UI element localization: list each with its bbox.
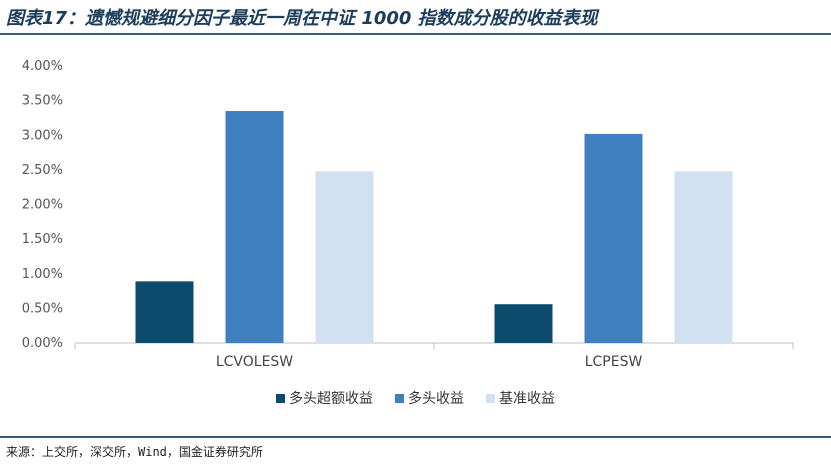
bar bbox=[584, 133, 643, 343]
source-rule bbox=[0, 436, 831, 438]
y-tick-label: 3.50% bbox=[22, 94, 63, 109]
bar bbox=[494, 304, 553, 343]
source-note: 来源：上交所，深交所，Wind，国金证券研究所 bbox=[6, 445, 263, 459]
legend-item-long: 多头收益 bbox=[395, 388, 464, 408]
bar bbox=[315, 171, 374, 343]
x-tick-label: LCVOLESW bbox=[216, 354, 293, 370]
legend-swatch bbox=[276, 393, 285, 403]
bar bbox=[225, 111, 284, 343]
legend-swatch bbox=[486, 393, 495, 403]
chart-title: 图表17：遗憾规避细分因子最近一周在中证 1000 指数成分股的收益表现 bbox=[6, 8, 598, 29]
y-tick-label: 0.50% bbox=[22, 301, 63, 316]
y-tick-label: 2.50% bbox=[22, 163, 63, 178]
bar-chart: 0.00% 0.50% 1.00% 1.50% 2.00% 2.50% 3.00% 3.50%… bbox=[22, 59, 794, 370]
y-tick-label: 1.50% bbox=[22, 232, 63, 247]
title-rule bbox=[0, 33, 831, 35]
y-tick-label: 2.00% bbox=[22, 198, 63, 213]
legend-item-excess: 多头超额收益 bbox=[276, 388, 373, 408]
legend-item-benchmark: 基准收益 bbox=[486, 388, 555, 408]
y-tick-label: 1.00% bbox=[22, 267, 63, 282]
legend-label: 基准收益 bbox=[499, 391, 555, 407]
legend-label: 多头收益 bbox=[408, 391, 464, 407]
y-tick-label: 3.00% bbox=[22, 128, 63, 143]
bar bbox=[135, 281, 194, 343]
legend-label: 多头超额收益 bbox=[289, 391, 373, 407]
y-tick-label: 0.00% bbox=[22, 336, 63, 351]
chart-legend: 多头超额收益 多头收益 基准收益 bbox=[0, 388, 831, 408]
bar bbox=[674, 171, 733, 343]
y-tick-label: 4.00% bbox=[22, 59, 63, 74]
x-tick-label: LCPESW bbox=[585, 354, 643, 370]
legend-swatch bbox=[395, 393, 404, 403]
